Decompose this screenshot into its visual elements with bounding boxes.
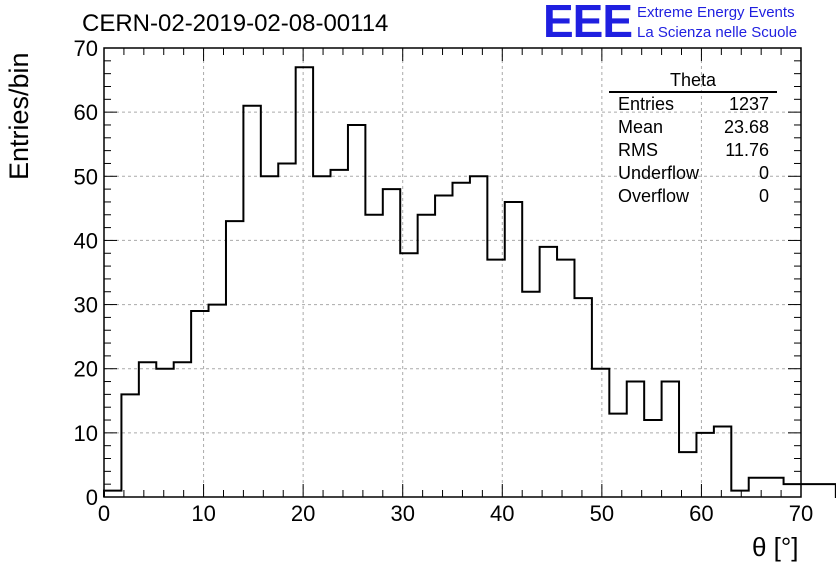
histogram-bin (296, 67, 313, 497)
logo-subtitle-line1: Extreme Energy Events (637, 4, 795, 21)
eee-logo-mark: EEE (543, 0, 633, 47)
histogram-bin (400, 253, 417, 497)
stats-value: 23.68 (723, 117, 769, 137)
y-tick-label: 40 (74, 228, 98, 253)
x-tick-label: 0 (98, 501, 110, 526)
histogram-bin (226, 221, 243, 497)
stats-row-underflow: Underflow 0 (609, 162, 777, 185)
tick-labels: 0 10 20 30 40 50 60 70 0 10 20 30 40 50 60 70 (74, 36, 814, 526)
stats-row-rms: RMS 11.76 (609, 139, 777, 162)
x-tick-label: 70 (789, 501, 813, 526)
histogram-series (103, 66, 836, 498)
y-tick-label: 0 (86, 485, 98, 510)
histogram-bin (696, 433, 713, 497)
histogram-bin (818, 484, 835, 497)
plot-frame (103, 47, 802, 498)
y-tick-label: 60 (74, 100, 98, 125)
stats-label: Underflow (618, 163, 700, 183)
histogram-bin (731, 491, 748, 497)
histogram-bin (104, 491, 121, 497)
histogram-bin (174, 362, 191, 497)
stats-row-entries: Entries 1237 (609, 93, 777, 116)
stats-label: Entries (618, 94, 675, 114)
histogram-bin (156, 369, 173, 497)
histogram-bin (313, 176, 330, 497)
stats-value: 0 (758, 186, 769, 206)
histogram-bin (453, 183, 470, 497)
y-axis-label: Entries/bin (4, 52, 34, 180)
histogram-bin (418, 215, 435, 497)
stats-label: Overflow (618, 186, 690, 206)
axes (103, 47, 802, 498)
histogram-bin (540, 247, 557, 497)
y-tick-label: 70 (74, 36, 98, 61)
x-axis-label: θ [°] (752, 532, 799, 562)
plot-title: CERN-02-2019-02-08-00114 (82, 10, 389, 37)
histogram-bin (348, 125, 365, 497)
histogram-bin (714, 426, 731, 497)
grid-lines (104, 48, 801, 497)
histogram-bin (749, 478, 766, 497)
histogram-bin (784, 484, 801, 497)
histogram-bin (278, 163, 295, 497)
histogram-bin (574, 298, 591, 497)
histogram-bin (644, 420, 661, 497)
stats-value: 0 (758, 163, 769, 183)
x-tick-label: 50 (590, 501, 614, 526)
histogram-bin (487, 260, 504, 497)
x-tick-label: 30 (390, 501, 414, 526)
histogram-bin (139, 362, 156, 497)
stats-row-overflow: Overflow 0 (609, 185, 777, 208)
histogram-bin (801, 484, 818, 497)
logo-subtitle-line2: La Scienza nelle Scuole (637, 24, 798, 41)
histogram-bin (435, 196, 452, 497)
histogram-bin (383, 189, 400, 497)
histogram-bin (121, 394, 138, 497)
histogram-bin (627, 382, 644, 497)
eee-logo: EEE Extreme Energy Events La Scienza nel… (543, 0, 833, 47)
stats-box: Theta Entries 1237 Mean 23.68 RMS 11.76 … (609, 70, 777, 208)
y-tick-label: 30 (74, 293, 98, 318)
histogram-bin (470, 176, 487, 497)
histogram-bin (209, 305, 226, 497)
x-tick-label: 60 (689, 501, 713, 526)
x-tick-label: 10 (191, 501, 215, 526)
histogram-bin (331, 170, 348, 497)
stats-title: Theta (609, 70, 777, 93)
x-tick-label: 40 (490, 501, 514, 526)
stats-value: 11.76 (725, 140, 769, 160)
histogram-bin (662, 382, 679, 497)
histogram-bin (191, 311, 208, 497)
y-tick-label: 10 (74, 421, 98, 446)
histogram-bin (592, 369, 609, 497)
stats-label: Mean (618, 117, 664, 137)
histogram-bin (609, 414, 626, 497)
histogram-bin (505, 202, 522, 497)
histogram-bin (243, 106, 260, 497)
histogram-outline (103, 66, 836, 498)
stats-row-mean: Mean 23.68 (609, 116, 777, 139)
y-tick-label: 50 (74, 164, 98, 189)
x-tick-label: 20 (291, 501, 315, 526)
stats-label: RMS (618, 140, 658, 160)
stats-value: 1237 (728, 94, 769, 114)
histogram-bin (522, 292, 539, 497)
y-tick-label: 20 (74, 357, 98, 382)
histogram-bin (261, 176, 278, 497)
histogram-bin (365, 215, 382, 497)
histogram-bin (557, 260, 574, 497)
